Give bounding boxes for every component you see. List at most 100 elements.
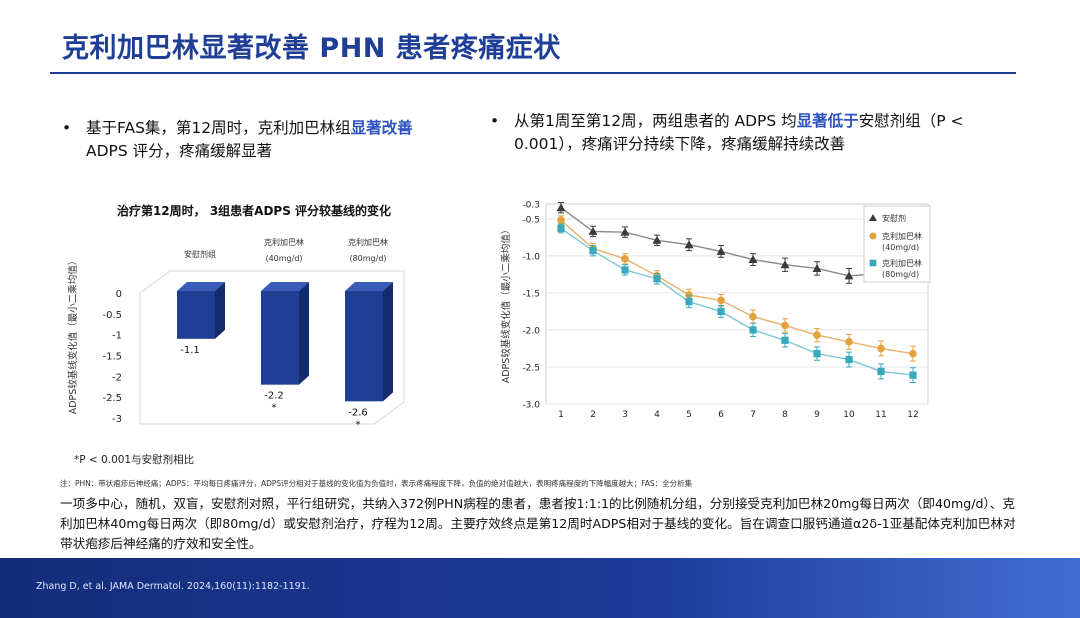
line-y-tick-label: -2.0 <box>522 326 540 336</box>
line-y-tick-label: -2.5 <box>522 363 540 373</box>
line-point-80mg <box>813 350 821 358</box>
bar-category-label: 克利加巴林 <box>264 237 304 247</box>
line-x-tick-label: 11 <box>875 410 886 420</box>
line-x-tick-label: 2 <box>590 410 596 420</box>
line-point-40mg <box>781 321 789 330</box>
bar-value-label: -2.2 <box>264 391 284 402</box>
line-y-axis-label: ADPS较基线变化值（最小二乘均值） <box>500 225 512 384</box>
bar-y-axis-label: ADPS较基线变化值（最小二乘均值） <box>67 256 79 415</box>
bar-category-label: 克利加巴林 <box>348 237 388 247</box>
line-y-tick-label: -0.3 <box>522 201 540 211</box>
abbreviation-note: 注：PHN：带状疱疹后神经痛；ADPS：平均每日疼痛评分，ADPS评分相对于基线… <box>60 479 693 488</box>
slide-title: 克利加巴林显著改善 PHN 患者疼痛症状 <box>62 33 561 64</box>
bullet-left: • 基于FAS集，第12周时，克利加巴林组显著改善 ADPS 评分，疼痛缓解显著 <box>62 117 426 163</box>
bar-category-sublabel: (40mg/d) <box>265 254 302 263</box>
bullet-right: • 从第1周至第12周，两组患者的 ADPS 均显著低于安慰剂组（P < 0.0… <box>490 110 984 156</box>
bar <box>177 291 215 339</box>
line-point-80mg <box>685 298 693 306</box>
bar-chart-title: 治疗第12周时， 3组患者ADPS 评分较基线的变化 <box>117 203 391 218</box>
line-series-path <box>560 227 914 376</box>
legend-label: 克利加巴林 <box>882 258 922 268</box>
line-series-path <box>560 219 914 355</box>
title-divider <box>50 72 1016 74</box>
bar-top-face <box>345 282 393 291</box>
bar-y-tick-label: -1.5 <box>102 352 122 363</box>
line-y-tick-label: -1.5 <box>522 289 540 299</box>
line-x-tick-label: 5 <box>686 410 692 420</box>
line-point-placebo <box>748 255 758 264</box>
significance-note: *P < 0.001与安慰剂相比 <box>74 454 195 466</box>
line-y-tick-label: -3.0 <box>522 401 540 411</box>
line-series-path <box>560 207 914 277</box>
line-point-80mg <box>621 266 629 274</box>
legend-sublabel: (40mg/d) <box>882 243 919 252</box>
bar-side-face <box>215 282 225 339</box>
bar-significance-mark: * <box>356 419 361 430</box>
bar-y-tick-label: -1 <box>112 331 122 342</box>
bar <box>261 291 299 385</box>
line-point-placebo <box>844 271 854 280</box>
bar-value-label: -2.6 <box>348 407 368 418</box>
bullet-right-text-end: 安慰剂组（P < 0.001），疼痛评分持续下降，疼痛缓解持续改善 <box>514 112 964 153</box>
bar-chart: 治疗第12周时， 3组患者ADPS 评分较基线的变化 ADPS较基线变化值（最小二… <box>67 203 405 430</box>
bullet-marker: • <box>62 119 72 137</box>
bar-top-face <box>177 282 225 291</box>
line-point-placebo <box>780 260 790 269</box>
bar-significance-mark: * <box>272 403 277 414</box>
line-point-80mg <box>845 355 853 364</box>
line-x-tick-label: 3 <box>622 410 628 420</box>
bar-y-tick-label: -0.5 <box>102 310 122 321</box>
bullet-right-highlight: 显著低于 <box>796 112 859 130</box>
line-point-placebo <box>620 227 630 236</box>
line-point-40mg <box>749 312 757 321</box>
line-point-80mg <box>589 247 597 255</box>
bullet-right-text: 从第1周至第12周，两组患者的 ADPS 均 <box>514 112 797 130</box>
bar-y-tick-label: 0 <box>116 289 122 300</box>
line-x-tick-label: 1 <box>558 410 564 420</box>
line-x-tick-label: 12 <box>907 410 918 420</box>
bar-y-tick-label: -2.5 <box>102 393 122 404</box>
bullet-left-text: 基于FAS集，第12周时，克利加巴林组 <box>86 119 351 137</box>
line-point-80mg <box>557 224 565 233</box>
bar-y-tick-label: -3 <box>112 414 122 425</box>
line-point-40mg <box>877 344 885 353</box>
line-point-80mg <box>717 307 725 316</box>
line-point-placebo <box>556 203 566 212</box>
study-description: 一项多中心，随机，双盲，安慰剂对照，平行组研究，共纳入372例PHN病程的患者，… <box>60 496 1016 551</box>
line-point-80mg <box>749 326 757 334</box>
line-point-placebo <box>716 246 726 255</box>
line-y-tick-label: -0.5 <box>522 215 540 225</box>
line-x-tick-label: 6 <box>718 410 724 420</box>
bar-y-tick-label: -2 <box>112 372 122 383</box>
bar-side-face <box>383 282 393 402</box>
bar-side-face <box>299 282 309 385</box>
line-point-40mg <box>813 331 821 339</box>
line-x-tick-label: 9 <box>814 410 820 420</box>
line-point-80mg <box>781 336 789 344</box>
bullet-left-highlight: 显著改善 <box>350 119 413 137</box>
line-point-80mg <box>877 367 885 376</box>
line-point-40mg <box>685 291 693 299</box>
legend-marker-80mg <box>869 259 877 267</box>
line-point-40mg <box>557 216 565 225</box>
bar <box>345 291 383 402</box>
line-point-placebo <box>684 240 694 249</box>
line-y-tick-label: -1.0 <box>522 252 540 262</box>
footer-glow <box>660 558 1080 618</box>
line-point-80mg <box>909 371 917 379</box>
bar-top-face <box>261 282 309 291</box>
line-x-tick-label: 4 <box>654 410 660 420</box>
footer-band: Zhang D, et al. JAMA Dermatol. 2024,160(… <box>0 558 1080 618</box>
bullet-left-text-end: ADPS 评分，疼痛缓解显著 <box>86 142 273 160</box>
reference-citation: Zhang D, et al. JAMA Dermatol. 2024,160(… <box>36 581 310 592</box>
line-point-40mg <box>845 337 853 346</box>
legend-label: 克利加巴林 <box>882 231 922 241</box>
line-point-placebo <box>588 226 598 235</box>
line-point-40mg <box>621 255 629 263</box>
legend-marker-40mg <box>869 232 877 240</box>
line-point-40mg <box>909 349 917 358</box>
line-x-tick-label: 10 <box>843 410 855 420</box>
legend-label: 安慰剂 <box>882 213 906 223</box>
line-point-40mg <box>717 296 725 305</box>
